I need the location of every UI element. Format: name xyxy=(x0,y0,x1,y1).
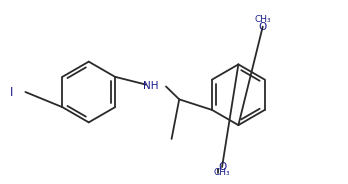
Text: CH₃: CH₃ xyxy=(254,15,271,24)
Text: O: O xyxy=(259,22,267,32)
Text: O: O xyxy=(218,162,226,171)
Text: CH₃: CH₃ xyxy=(214,168,230,177)
Text: I: I xyxy=(10,86,13,98)
Text: NH: NH xyxy=(143,81,158,91)
